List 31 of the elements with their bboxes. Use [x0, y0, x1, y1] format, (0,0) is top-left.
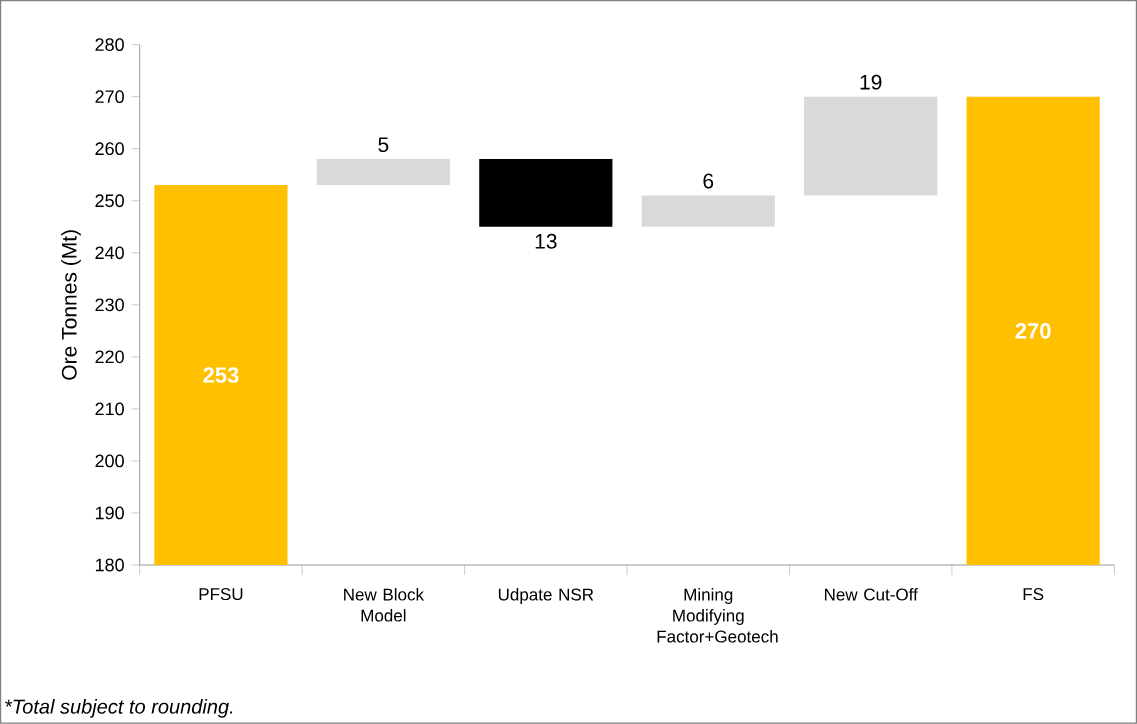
- x-tick-label: New Block Model: [344, 588, 425, 622]
- data-label: 253: [203, 367, 239, 384]
- bar: [154, 185, 288, 566]
- bar: [966, 96, 1100, 566]
- y-axis-title: Ore Tonnes (Mt): [61, 230, 81, 380]
- y-tick-label: 190: [95, 506, 124, 520]
- x-tick-label: PFSU: [199, 588, 243, 601]
- bar: [804, 96, 938, 196]
- y-tick-label: 270: [95, 90, 124, 104]
- data-label: 6: [703, 173, 714, 189]
- x-tick-label: Udpate NSR: [498, 588, 594, 605]
- y-tick-label: 200: [95, 454, 124, 468]
- y-tick-label: 220: [95, 350, 124, 364]
- text: *Total subject to rounding.: [5, 699, 233, 718]
- bar: [316, 159, 450, 186]
- y-tick-label: 210: [95, 402, 124, 416]
- y-tick-label: 240: [95, 246, 124, 260]
- y-tick-label: 230: [95, 298, 124, 312]
- data-label: 5: [378, 137, 389, 153]
- data-label: 13: [535, 233, 557, 249]
- bar: [479, 159, 613, 227]
- bar: [641, 195, 775, 227]
- data-label: 19: [860, 74, 882, 90]
- x-tick-label: Mining Modifying Factor+Geotech: [657, 588, 778, 643]
- y-tick-label: 250: [95, 194, 124, 208]
- y-tick-label: 260: [95, 142, 124, 156]
- x-tick-label: FS: [1023, 588, 1044, 601]
- x-tick-label: New Cut-Off: [824, 588, 918, 601]
- y-tick-label: 180: [95, 558, 124, 572]
- y-tick-label: 280: [95, 38, 124, 52]
- data-label: 270: [1015, 323, 1051, 339]
